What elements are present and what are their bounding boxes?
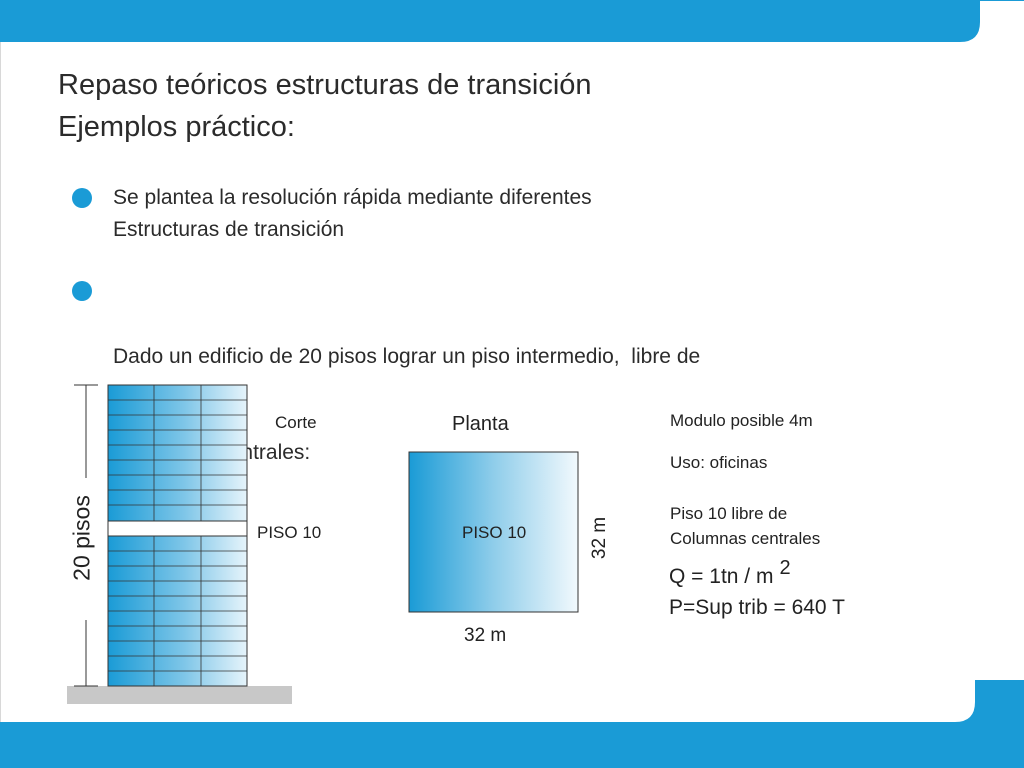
bottom-banner bbox=[0, 680, 1024, 768]
load-q-exponent: 2 bbox=[779, 557, 791, 579]
load-q-text: Q = 1tn / m bbox=[669, 565, 774, 588]
bullet-1-text: Se plantea la resolución rápida mediante… bbox=[113, 182, 592, 246]
note-piso-line-1: Piso 10 libre de bbox=[670, 504, 788, 523]
plan-title: Planta bbox=[452, 413, 509, 435]
ground-slab bbox=[67, 686, 292, 704]
note-piso-libre: Piso 10 libre de Columnas centrales bbox=[670, 501, 820, 551]
bullet-1-dot bbox=[72, 188, 92, 208]
bullet-2-dot bbox=[72, 281, 92, 301]
top-banner bbox=[0, 0, 980, 42]
note-uso: Uso: oficinas bbox=[670, 453, 768, 472]
note-modulo: Modulo posible 4m bbox=[670, 411, 813, 430]
left-border-line bbox=[0, 42, 1, 722]
title-line-1: Repaso teóricos estructuras de transició… bbox=[58, 69, 592, 101]
plan-center-label: PISO 10 bbox=[462, 523, 527, 542]
section-piso-label: PISO 10 bbox=[257, 523, 322, 542]
free-floor-10 bbox=[107, 520, 248, 537]
note-piso-line-2: Columnas centrales bbox=[670, 529, 821, 548]
facade-upper-block bbox=[107, 384, 248, 522]
bullet-1-line-1: Se plantea la resolución rápida mediante… bbox=[113, 186, 592, 209]
plan-bottom-dimension: 32 m bbox=[464, 625, 507, 646]
bullet-1-line-2: Estructuras de transición bbox=[113, 218, 345, 241]
facade-lower-block bbox=[107, 535, 248, 687]
plan-square bbox=[408, 451, 579, 613]
corte-label: Corte bbox=[275, 413, 317, 432]
slide-title: Repaso teóricos estructuras de transició… bbox=[58, 64, 592, 148]
top-right-line bbox=[980, 0, 1024, 1]
title-line-2: Ejemplos práctico: bbox=[58, 111, 295, 143]
bullet-2-line-1: Dado un edificio de 20 pisos lograr un p… bbox=[113, 345, 701, 368]
load-p-formula: P=Sup trib = 640 T bbox=[669, 596, 845, 619]
